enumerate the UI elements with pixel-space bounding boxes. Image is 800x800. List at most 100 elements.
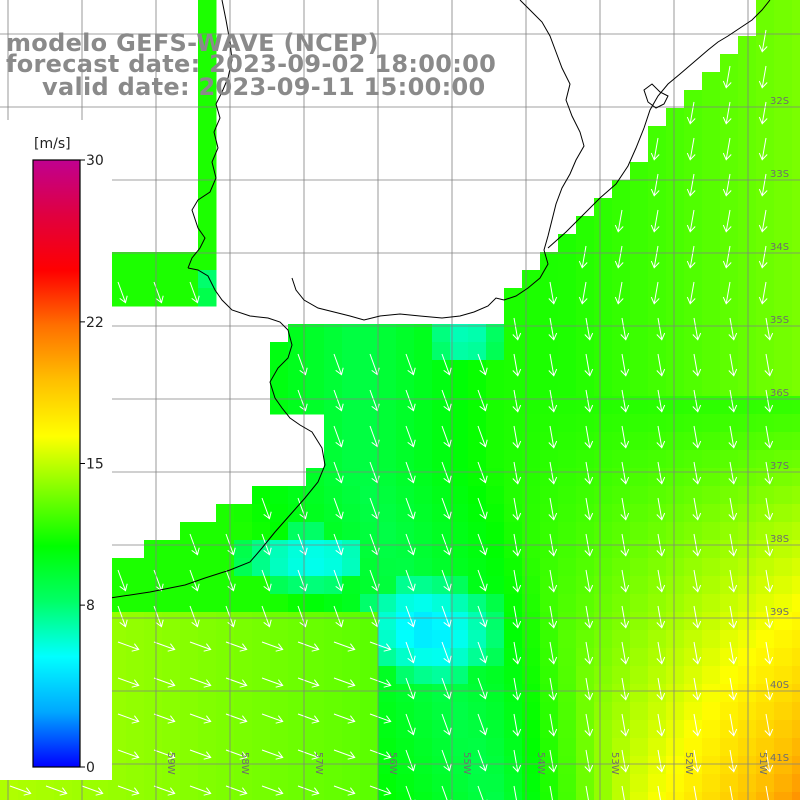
wind-cell (360, 342, 379, 361)
wind-cell (522, 594, 541, 613)
wind-cell (540, 414, 559, 433)
wind-cell (486, 378, 505, 397)
wind-cell (162, 684, 181, 703)
wind-cell (180, 594, 199, 613)
wind-arrow (369, 713, 392, 724)
wind-cell (774, 270, 793, 289)
wind-cell (288, 324, 307, 343)
wind-cell (756, 774, 775, 793)
wind-cell (702, 576, 721, 595)
wind-arrow (764, 425, 774, 449)
wind-cell (666, 558, 685, 577)
wind-arrow (153, 749, 176, 760)
wind-arrow (512, 605, 522, 629)
wind-cell (504, 306, 523, 325)
wind-arrow (656, 461, 666, 485)
wind-arrow (512, 713, 522, 737)
wind-arrow (261, 749, 284, 760)
wind-cell (666, 270, 685, 289)
wind-arrow (333, 569, 344, 592)
wind-cell (558, 630, 577, 649)
wind-cell (702, 126, 721, 145)
wind-cell (522, 270, 541, 289)
wind-cell (396, 558, 415, 577)
wind-cell (180, 252, 199, 271)
wind-cell (738, 792, 757, 800)
wind-cell (270, 648, 289, 667)
wind-cell (414, 702, 433, 721)
wind-cell (774, 360, 793, 379)
wind-cell (342, 792, 361, 800)
wind-cell (0, 792, 19, 800)
wind-arrow (692, 461, 702, 485)
wind-cell (738, 594, 757, 613)
wind-cell (576, 486, 595, 505)
wind-cell (234, 702, 253, 721)
wind-cell (504, 504, 523, 523)
wind-cell (684, 252, 703, 271)
wind-cell (306, 630, 325, 649)
wind-arrow (477, 713, 488, 736)
wind-cell (630, 432, 649, 451)
wind-cell (576, 288, 595, 307)
wind-cell (126, 738, 145, 757)
wind-cell (612, 648, 631, 667)
wind-cell (414, 720, 433, 739)
wind-cell (792, 36, 800, 55)
wind-cell (522, 702, 541, 721)
wind-cell (792, 756, 800, 775)
wind-cell (270, 576, 289, 595)
wind-arrow (548, 677, 558, 701)
wind-cell (774, 198, 793, 217)
wind-cell (774, 306, 793, 325)
wind-cell (360, 774, 379, 793)
wind-cell (396, 378, 415, 397)
wind-cell (648, 378, 667, 397)
wind-cell (756, 414, 775, 433)
wind-cell (630, 468, 649, 487)
wind-arrow (513, 785, 517, 800)
wind-arrow (441, 641, 452, 664)
wind-cell (720, 360, 739, 379)
wind-cell (414, 558, 433, 577)
wind-cell (486, 360, 505, 379)
wind-cell (774, 324, 793, 343)
wind-arrow (728, 641, 738, 665)
wind-arrow (692, 389, 702, 413)
wind-cell (540, 540, 559, 559)
wind-cell (126, 666, 145, 685)
wind-cell (702, 342, 721, 361)
wind-arrow (441, 533, 452, 556)
wind-cell (378, 504, 397, 523)
wind-cell (522, 684, 541, 703)
wind-cell (666, 738, 685, 757)
wind-cell (594, 324, 613, 343)
wind-cell (414, 540, 433, 559)
wind-cell (576, 216, 595, 235)
wind-cell (756, 342, 775, 361)
wind-cell (450, 558, 469, 577)
wind-cell (576, 468, 595, 487)
wind-cell (504, 576, 523, 595)
wind-cell (738, 126, 757, 145)
wind-cell (774, 126, 793, 145)
wind-cell (720, 234, 739, 253)
wind-cell (702, 180, 721, 199)
wind-cell (108, 720, 127, 739)
wind-arrow (441, 713, 452, 736)
wind-arrow (656, 317, 666, 341)
wind-cell (756, 108, 775, 127)
wind-cell (702, 360, 721, 379)
wind-arrow (441, 749, 452, 772)
wind-cell (792, 270, 800, 289)
wind-cell (486, 774, 505, 793)
wind-cell (378, 576, 397, 595)
wind-cell (126, 630, 145, 649)
wind-cell (540, 558, 559, 577)
wind-cell (306, 324, 325, 343)
wind-cell (702, 738, 721, 757)
wind-cell (504, 666, 523, 685)
wind-cell (558, 540, 577, 559)
wind-cell (666, 756, 685, 775)
wind-arrow (650, 245, 660, 269)
